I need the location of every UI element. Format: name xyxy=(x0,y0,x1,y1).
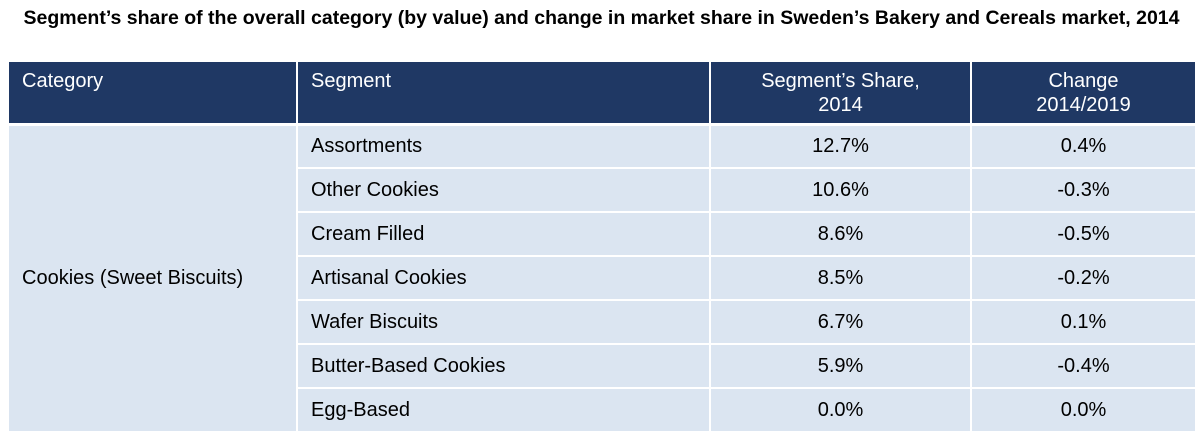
share-cell: 5.9% xyxy=(710,344,972,389)
segment-cell: Other Cookies xyxy=(297,168,711,213)
share-cell: 6.7% xyxy=(710,300,972,345)
segment-cell: Egg-Based xyxy=(297,388,711,433)
share-cell: 8.5% xyxy=(710,256,972,301)
segment-cell: Assortments xyxy=(297,122,711,169)
change-cell: 0.4% xyxy=(971,122,1195,169)
table-row: Cream Filled 8.6% -0.5% xyxy=(9,212,1195,257)
column-header-change-text: Change 2014/2019 xyxy=(1036,70,1131,116)
change-cell: -0.2% xyxy=(971,256,1195,301)
share-cell: 0.0% xyxy=(710,388,972,433)
header-row: Category Segment Segment’s Share, 2014 Ch… xyxy=(9,62,1195,124)
change-cell: 0.1% xyxy=(971,300,1195,345)
change-cell: -0.3% xyxy=(971,168,1195,213)
column-header-segment: Segment xyxy=(297,62,711,124)
column-header-change: Change 2014/2019 xyxy=(971,62,1195,124)
segment-cell: Artisanal Cookies xyxy=(297,256,711,301)
column-header-share: Segment’s Share, 2014 xyxy=(710,62,972,124)
chart-title: Segment’s share of the overall category … xyxy=(23,7,1180,29)
table-row: Butter-Based Cookies 5.9% -0.4% xyxy=(9,344,1195,389)
table-row: Wafer Biscuits 6.7% 0.1% xyxy=(9,300,1195,345)
segment-cell: Wafer Biscuits xyxy=(297,300,711,345)
change-cell: -0.5% xyxy=(971,212,1195,257)
share-cell: 8.6% xyxy=(710,212,972,257)
segment-cell: Cream Filled xyxy=(297,212,711,257)
share-cell: 10.6% xyxy=(710,168,972,213)
column-header-category: Category xyxy=(9,62,298,124)
data-table: Category Segment Segment’s Share, 2014 Ch… xyxy=(9,62,1195,433)
change-cell: 0.0% xyxy=(971,388,1195,433)
table-row: Other Cookies 10.6% -0.3% xyxy=(9,168,1195,213)
column-header-share-text: Segment’s Share, 2014 xyxy=(761,70,920,116)
segment-cell: Butter-Based Cookies xyxy=(297,344,711,389)
table-row: Artisanal Cookies 8.5% -0.2% xyxy=(9,256,1195,301)
table-row: Egg-Based 0.0% 0.0% xyxy=(9,388,1195,433)
category-cell: Cookies (Sweet Biscuits) xyxy=(9,122,298,433)
share-cell: 12.7% xyxy=(710,122,972,169)
table-row: Cookies (Sweet Biscuits) Assortments 12.7%… xyxy=(9,122,1195,433)
change-cell: -0.4% xyxy=(971,344,1195,389)
